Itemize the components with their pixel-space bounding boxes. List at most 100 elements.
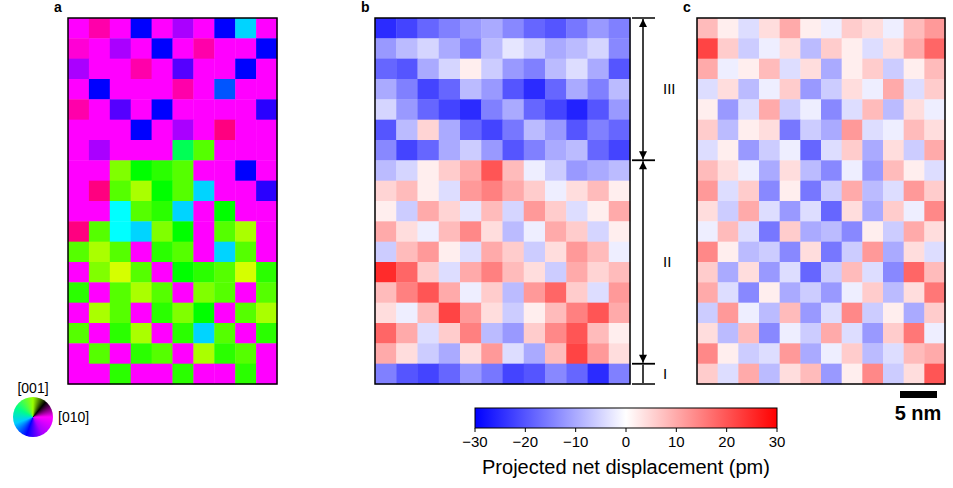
cell — [588, 364, 610, 385]
cell — [214, 160, 235, 181]
cell — [235, 59, 256, 80]
cell — [588, 79, 610, 100]
arrow-head — [639, 19, 647, 27]
panel-frame — [697, 18, 945, 384]
cell — [862, 160, 883, 181]
cell — [152, 18, 173, 39]
bracket-tick — [632, 160, 655, 162]
cell — [89, 201, 110, 222]
cell — [131, 160, 152, 181]
cell — [697, 38, 718, 59]
cell — [524, 343, 546, 364]
bracket-tick — [632, 363, 655, 365]
cell — [460, 303, 482, 324]
cell — [173, 343, 194, 364]
cell — [800, 262, 821, 283]
cell — [718, 303, 739, 324]
cell — [439, 38, 461, 59]
cell — [566, 201, 588, 222]
cell — [718, 201, 739, 222]
cell — [904, 282, 925, 303]
cell — [566, 38, 588, 59]
cell — [418, 201, 440, 222]
cell — [193, 79, 214, 100]
arrow-head — [639, 355, 647, 363]
cell — [460, 38, 482, 59]
cell — [89, 242, 110, 263]
cell — [503, 303, 525, 324]
bracket-tick — [632, 363, 655, 365]
cell — [460, 201, 482, 222]
cell — [235, 303, 256, 324]
panel-letter: c — [683, 0, 691, 15]
cell — [609, 242, 631, 263]
cell — [524, 221, 546, 242]
cell — [193, 221, 214, 242]
cell — [503, 364, 525, 385]
cell — [883, 18, 904, 39]
cell — [89, 221, 110, 242]
cell — [780, 221, 801, 242]
cell — [131, 262, 152, 283]
cell — [256, 242, 277, 263]
cell — [738, 262, 759, 283]
cell — [883, 201, 904, 222]
cell — [904, 120, 925, 141]
cell — [697, 59, 718, 80]
cell — [545, 323, 567, 344]
cell — [375, 120, 397, 141]
cell — [924, 160, 945, 181]
cell — [481, 364, 503, 385]
cell — [418, 160, 440, 181]
colorbar-tick — [475, 428, 476, 432]
cell — [545, 221, 567, 242]
cell — [759, 282, 780, 303]
cell — [375, 140, 397, 161]
cell — [566, 303, 588, 324]
cell — [173, 303, 194, 324]
cell — [152, 140, 173, 161]
cell — [697, 79, 718, 100]
cell — [588, 201, 610, 222]
cell — [924, 140, 945, 161]
cell — [89, 18, 110, 39]
cell — [193, 282, 214, 303]
cell — [738, 201, 759, 222]
cell — [214, 323, 235, 344]
cell — [545, 160, 567, 181]
cell — [821, 323, 842, 344]
cell — [609, 59, 631, 80]
cell — [68, 59, 89, 80]
cell — [697, 323, 718, 344]
cell — [862, 18, 883, 39]
cell — [418, 303, 440, 324]
cell — [821, 364, 842, 385]
cell — [609, 18, 631, 39]
cell — [566, 221, 588, 242]
cell — [609, 303, 631, 324]
cell — [924, 120, 945, 141]
cell — [697, 99, 718, 120]
cell — [780, 201, 801, 222]
cell — [256, 120, 277, 141]
cell — [131, 221, 152, 242]
cell — [566, 99, 588, 120]
cell — [780, 79, 801, 100]
cell — [214, 364, 235, 385]
cell — [862, 181, 883, 202]
cell — [524, 140, 546, 161]
cell — [718, 99, 739, 120]
cell — [883, 38, 904, 59]
cell — [110, 343, 131, 364]
cell — [481, 323, 503, 344]
cell — [718, 160, 739, 181]
cell — [738, 59, 759, 80]
cell — [460, 262, 482, 283]
cell — [396, 364, 418, 385]
cell — [418, 38, 440, 59]
cell — [545, 364, 567, 385]
cell — [68, 99, 89, 120]
cell — [738, 221, 759, 242]
cell — [566, 140, 588, 161]
cell — [842, 140, 863, 161]
